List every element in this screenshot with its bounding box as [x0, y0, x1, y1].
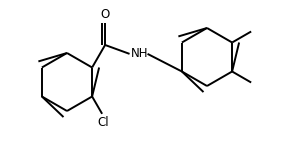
Text: O: O [101, 8, 110, 21]
Text: NH: NH [131, 47, 148, 60]
Text: Cl: Cl [97, 116, 109, 129]
